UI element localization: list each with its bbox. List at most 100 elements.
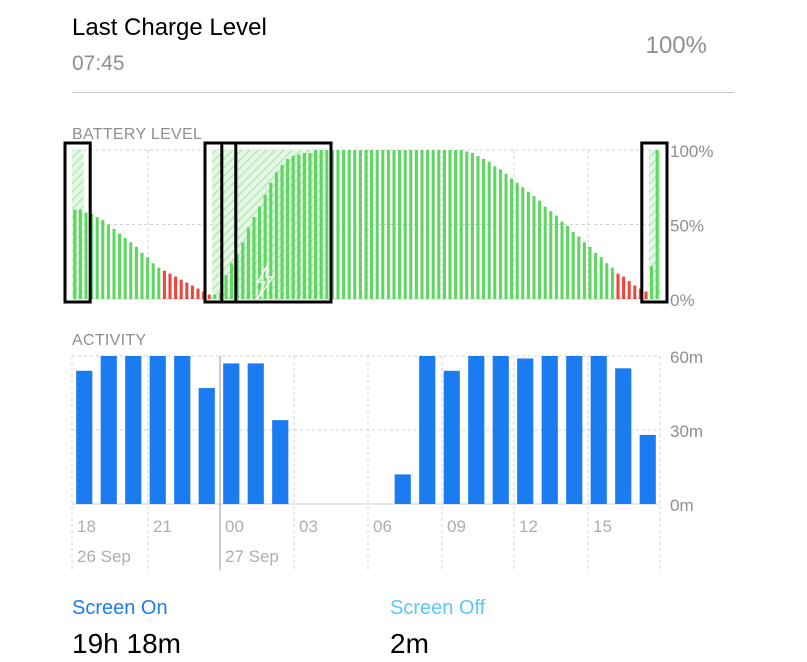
battery-bar <box>605 263 609 299</box>
battery-bar <box>123 237 127 299</box>
activity-bar <box>590 356 607 504</box>
x-tick-label: 03 <box>299 517 318 536</box>
battery-bar <box>129 242 133 299</box>
battery-bar <box>515 182 519 299</box>
battery-bar <box>174 276 178 299</box>
battery-bar <box>454 150 458 299</box>
battery-bar <box>487 161 491 299</box>
charging-hatch <box>212 150 219 299</box>
battery-bar <box>213 294 217 299</box>
charging-hatch <box>648 150 655 299</box>
battery-bar <box>482 158 486 299</box>
battery-bar <box>325 150 329 299</box>
battery-bar <box>190 285 194 299</box>
battery-bar <box>431 150 435 299</box>
section-divider <box>72 92 734 93</box>
activity-tick-label: 30m <box>670 422 703 441</box>
battery-bar <box>599 257 603 299</box>
battery-bar <box>566 225 570 299</box>
battery-bar <box>498 169 502 299</box>
battery-bar <box>73 209 77 299</box>
activity-bar <box>419 356 436 504</box>
charging-box <box>220 141 333 304</box>
battery-bar <box>140 252 144 299</box>
battery-bar <box>526 191 530 299</box>
battery-bar <box>403 150 407 299</box>
battery-bar <box>207 294 211 299</box>
charging-bolt-icon <box>257 263 274 299</box>
battery-bar <box>381 150 385 299</box>
battery-bar <box>370 150 374 299</box>
battery-bar <box>521 187 525 299</box>
battery-bar <box>258 206 262 299</box>
activity-tick-label: 60m <box>670 348 703 367</box>
battery-bar <box>549 211 553 299</box>
battery-bar <box>252 217 256 299</box>
screen-on-value: 19h 18m <box>72 628 181 659</box>
battery-bar <box>538 200 542 299</box>
last-charge-time: 07:45 <box>72 52 125 75</box>
activity-bar <box>394 474 411 504</box>
battery-bar <box>426 150 430 299</box>
battery-bars <box>73 150 659 299</box>
battery-bar <box>560 221 564 299</box>
battery-bar <box>95 217 99 299</box>
battery-bar <box>510 178 514 299</box>
battery-bar <box>571 231 575 299</box>
battery-bar <box>465 151 469 299</box>
activity-bar <box>639 434 656 504</box>
battery-tick-label: 50% <box>670 217 704 236</box>
battery-bar <box>297 154 301 299</box>
activity-bar <box>223 363 240 504</box>
battery-bar <box>146 257 150 299</box>
last-charge-title: Last Charge Level <box>72 14 267 41</box>
battery-bar <box>414 150 418 299</box>
battery-bar <box>364 150 368 299</box>
battery-bar <box>622 276 626 299</box>
battery-bar <box>476 155 480 299</box>
battery-bar <box>179 279 183 299</box>
activity-bar <box>517 358 534 504</box>
battery-bar <box>588 246 592 299</box>
battery-bar <box>420 150 424 299</box>
x-tick-label: 21 <box>153 517 172 536</box>
activity-bar <box>100 356 117 504</box>
x-tick-label: 00 <box>225 517 244 536</box>
activity-bars <box>76 356 656 504</box>
activity-tick-label: 0m <box>670 496 694 515</box>
battery-bar <box>101 220 105 299</box>
date-label: 26 Sep <box>77 547 131 566</box>
battery-tick-label: 100% <box>670 142 713 161</box>
battery-bar <box>504 173 508 299</box>
battery-bar <box>302 152 306 299</box>
activity-bar <box>541 356 558 504</box>
battery-y-ticks: 100% 50% 0% <box>670 142 713 310</box>
battery-bar <box>291 155 295 299</box>
x-tick-label: 06 <box>373 517 392 536</box>
battery-bar <box>655 150 659 299</box>
activity-bar <box>198 388 215 504</box>
charging-hatch <box>228 150 235 299</box>
activity-bar <box>443 370 460 504</box>
battery-bar <box>358 150 362 299</box>
battery-bar <box>375 150 379 299</box>
activity-bar <box>566 356 583 504</box>
battery-bar <box>554 215 558 299</box>
battery-bar <box>263 194 267 299</box>
battery-bar <box>386 150 390 299</box>
activity-y-ticks: 60m 30m 0m <box>670 348 703 515</box>
date-label: 27 Sep <box>225 547 279 566</box>
activity-bar <box>272 420 289 504</box>
battery-tick-label: 0% <box>670 291 695 310</box>
battery-bar <box>230 263 234 299</box>
battery-bar <box>246 227 250 299</box>
activity-bar <box>125 356 142 504</box>
battery-bar <box>448 150 452 299</box>
battery-bar <box>543 206 547 299</box>
battery-bar <box>644 291 648 299</box>
battery-bar <box>185 282 189 299</box>
battery-bar <box>151 263 155 299</box>
battery-bar <box>336 150 340 299</box>
battery-bar <box>493 166 497 299</box>
x-tick-label: 12 <box>519 517 538 536</box>
